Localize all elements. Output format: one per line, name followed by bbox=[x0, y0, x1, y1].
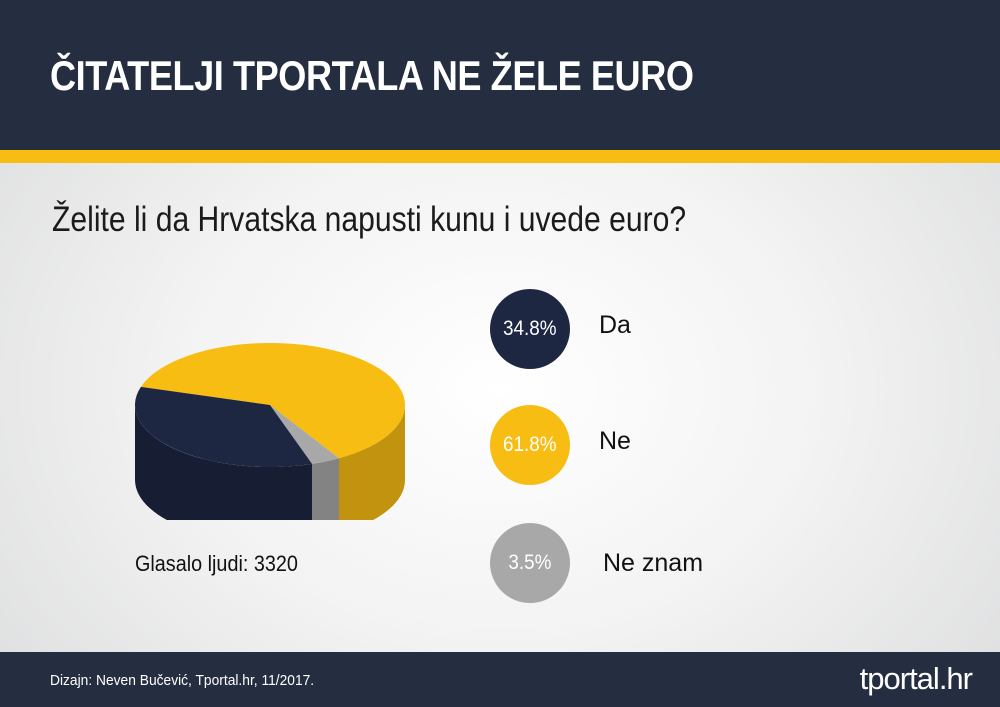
pie-slice-da bbox=[135, 386, 313, 467]
legend-item-da: 34.8% Da bbox=[490, 289, 890, 369]
page-title: ČITATELJI TPORTALA NE ŽELE EURO bbox=[50, 52, 694, 99]
pie-side-ne-znam bbox=[312, 458, 340, 520]
legend-label-ne: Ne bbox=[599, 427, 631, 455]
legend-circle-ne-znam: 3.5% bbox=[490, 523, 570, 603]
legend-circle-da: 34.8% bbox=[490, 289, 570, 369]
tportal-logo: tportal.hr bbox=[859, 661, 973, 696]
legend-circle-ne: 61.8% bbox=[490, 405, 570, 485]
legend-label-da: Da bbox=[599, 311, 631, 339]
accent-stripe bbox=[0, 150, 1000, 163]
legend-item-ne: 61.8% Ne bbox=[490, 405, 890, 485]
voters-count: Glasalo ljudi: 3320 bbox=[135, 551, 298, 576]
legend-value-ne-znam: 3.5% bbox=[508, 551, 552, 574]
pie-slice-ne-znam bbox=[270, 405, 340, 464]
legend-value-ne: 61.8% bbox=[503, 433, 557, 456]
pie-side-ne bbox=[339, 405, 405, 520]
legend-value-da: 34.8% bbox=[503, 317, 557, 340]
legend-label-ne-znam: Ne znam bbox=[603, 549, 704, 577]
footer-bar: Dizajn: Neven Bučević, Tportal.hr, 11/20… bbox=[0, 652, 1000, 707]
chart-question: Želite li da Hrvatska napusti kunu i uve… bbox=[52, 200, 687, 239]
pie-chart bbox=[135, 343, 405, 520]
pie-side-da bbox=[135, 405, 313, 520]
footer-credit: Dizajn: Neven Bučević, Tportal.hr, 11/20… bbox=[50, 672, 315, 689]
legend-item-ne-znam: 3.5% Ne znam bbox=[490, 523, 890, 603]
pie-slice-ne bbox=[140, 343, 405, 459]
header-bar: ČITATELJI TPORTALA NE ŽELE EURO bbox=[0, 0, 1000, 150]
